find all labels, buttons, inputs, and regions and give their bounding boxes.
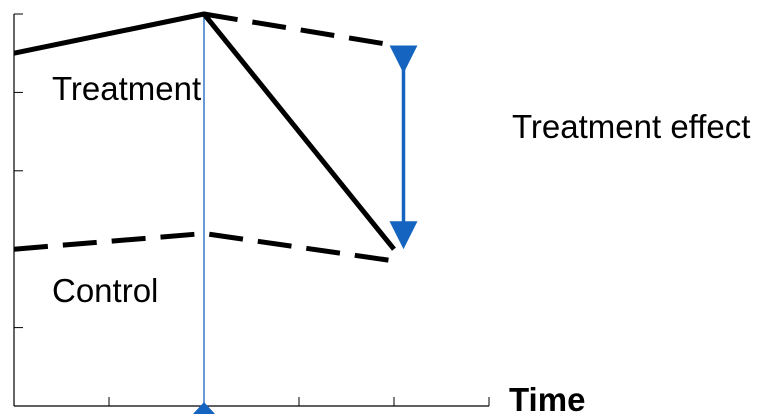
treatment-label: Treatment xyxy=(52,70,201,107)
control-label: Control xyxy=(52,272,158,309)
x-axis-label: Time xyxy=(509,381,585,414)
plot-layer xyxy=(13,11,490,414)
treatment-effect-label: Treatment effect xyxy=(512,108,750,145)
series-line-1 xyxy=(203,11,395,48)
series-line-2 xyxy=(13,231,395,264)
intervention-marker xyxy=(193,402,215,414)
